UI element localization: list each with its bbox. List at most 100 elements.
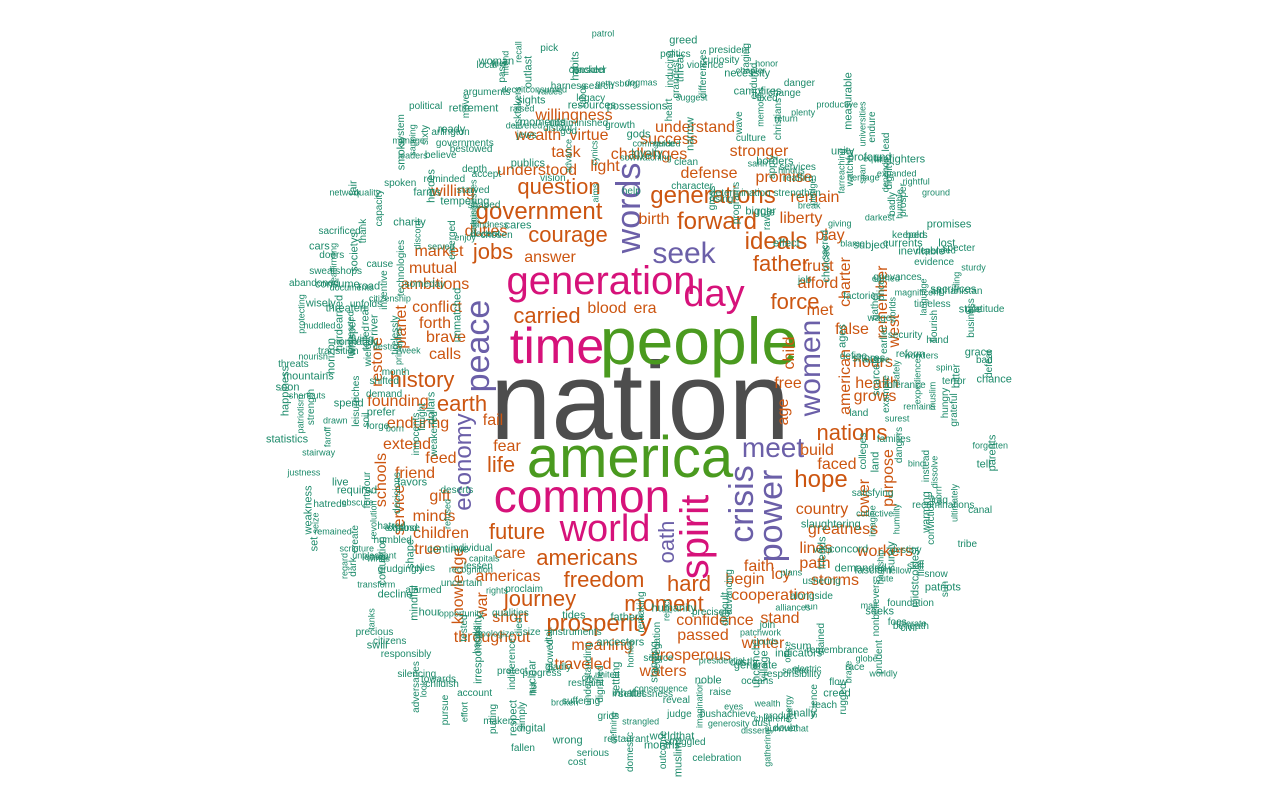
word: apologize bbox=[475, 628, 515, 639]
word: network bbox=[329, 187, 361, 197]
word: define bbox=[839, 350, 868, 362]
word: hard bbox=[666, 571, 712, 596]
word: emerged bbox=[446, 220, 458, 261]
word: prosper bbox=[898, 182, 910, 217]
word: wrong bbox=[552, 734, 583, 747]
word: civil bbox=[900, 623, 918, 635]
word: statistics bbox=[266, 433, 309, 446]
word: pursue bbox=[440, 695, 452, 726]
word: curiosity bbox=[702, 54, 740, 66]
word: fellow bbox=[888, 565, 912, 576]
word: worldly bbox=[869, 668, 898, 679]
word: months bbox=[643, 739, 681, 751]
word: packed bbox=[572, 65, 605, 77]
word: served bbox=[427, 241, 455, 252]
word: citizenship bbox=[368, 293, 411, 304]
word: tempering bbox=[440, 195, 490, 208]
word: dust bbox=[751, 717, 771, 729]
word: precious bbox=[355, 627, 394, 639]
word: tolerance bbox=[884, 379, 926, 391]
word: mutual bbox=[408, 260, 458, 277]
word: quality bbox=[354, 187, 381, 198]
word: broken bbox=[551, 697, 579, 707]
word: smoke bbox=[395, 137, 408, 171]
word: rights bbox=[485, 585, 509, 596]
word: consume bbox=[314, 278, 360, 291]
word: cling bbox=[951, 271, 962, 290]
word: skill bbox=[907, 561, 924, 572]
word: live bbox=[332, 476, 349, 489]
word: died bbox=[514, 617, 525, 637]
word: willingness bbox=[535, 107, 613, 124]
word: publics bbox=[510, 157, 546, 170]
word: revolution bbox=[368, 500, 379, 540]
word: challenges bbox=[610, 146, 688, 163]
word: tanks bbox=[366, 608, 377, 630]
word: endure bbox=[867, 111, 878, 143]
word: answer bbox=[524, 249, 576, 266]
word: believe bbox=[424, 150, 457, 162]
word: forge bbox=[366, 420, 390, 432]
word: promise bbox=[755, 169, 813, 186]
word: sweatshops bbox=[309, 265, 362, 277]
word: responsibly bbox=[380, 649, 432, 661]
word: journey bbox=[503, 586, 577, 611]
word: prefer bbox=[366, 406, 396, 419]
word: join bbox=[759, 619, 776, 631]
word: doers bbox=[319, 249, 345, 261]
word: americas bbox=[475, 568, 541, 585]
word: judge bbox=[667, 708, 692, 720]
word: grudgingly bbox=[377, 563, 424, 575]
word: undiminished bbox=[549, 118, 609, 130]
word: bushachieve bbox=[699, 708, 756, 720]
word: wealth bbox=[514, 127, 562, 144]
word: fear bbox=[493, 438, 521, 455]
word: willing bbox=[431, 183, 475, 200]
word: free bbox=[774, 375, 802, 392]
word: suggest bbox=[675, 92, 708, 103]
word: winter bbox=[741, 635, 785, 652]
word: size bbox=[522, 627, 541, 639]
word: towards bbox=[420, 673, 457, 685]
word: kindness bbox=[472, 219, 509, 230]
word: distant bbox=[543, 122, 573, 134]
word: friends bbox=[816, 536, 829, 570]
word: dark bbox=[347, 557, 359, 578]
word: humility bbox=[891, 504, 902, 535]
word: oceans bbox=[741, 676, 774, 687]
word: reform bbox=[895, 348, 925, 360]
word: set bbox=[308, 536, 321, 552]
word: defense bbox=[680, 165, 738, 182]
word: cooperation bbox=[731, 587, 815, 604]
word: path bbox=[799, 555, 831, 572]
word: satisfying bbox=[851, 488, 894, 500]
word: god bbox=[560, 125, 577, 137]
word: survivethat bbox=[764, 723, 809, 734]
word: effect bbox=[772, 237, 800, 250]
word: reach bbox=[811, 699, 838, 711]
word: father bbox=[752, 251, 810, 276]
word: stairway bbox=[302, 447, 336, 458]
word: unfolds bbox=[349, 299, 383, 311]
word: plenty bbox=[791, 107, 816, 118]
word: wage bbox=[867, 313, 892, 325]
word: build bbox=[800, 442, 834, 459]
word: assure bbox=[862, 354, 890, 365]
word: progress bbox=[522, 667, 562, 679]
word: question bbox=[517, 174, 601, 199]
word: doubt bbox=[773, 722, 799, 734]
word: lines bbox=[799, 540, 833, 557]
word: opportunity bbox=[438, 608, 484, 619]
word: magnificent bbox=[894, 287, 941, 298]
word: delivered bbox=[505, 120, 543, 131]
word: throughout bbox=[453, 629, 531, 646]
word: help bbox=[621, 186, 641, 198]
word: politics bbox=[660, 48, 691, 60]
word: success bbox=[640, 131, 698, 148]
word: false bbox=[835, 321, 869, 338]
word: instruments bbox=[549, 626, 602, 638]
word: inhabit bbox=[611, 687, 645, 700]
word: product bbox=[763, 710, 797, 722]
word: loyalty bbox=[631, 147, 663, 160]
word: humbled bbox=[373, 535, 412, 547]
